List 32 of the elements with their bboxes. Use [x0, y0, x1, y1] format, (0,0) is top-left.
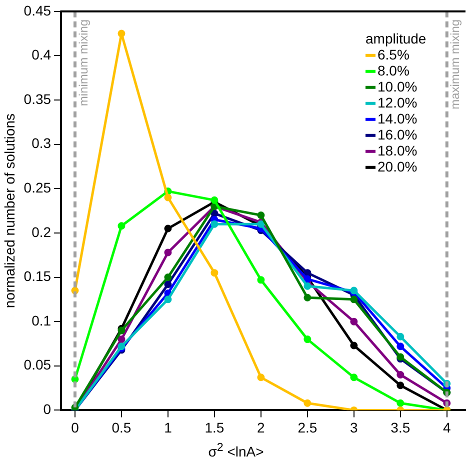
y-tick-label: 0: [43, 401, 52, 418]
x-axis-title: σ$^{2}$ <lnA>: [207, 441, 265, 460]
legend-label: 6.5%: [378, 46, 410, 62]
x-tick-label: 4: [443, 419, 452, 436]
ref-line-label: minimum mixing: [76, 19, 90, 106]
legend-label: 10.0%: [378, 78, 418, 94]
y-tick-label: 0.4: [32, 46, 52, 63]
legend-label: 20.0%: [378, 158, 418, 174]
x-tick-label: 2.5: [298, 419, 318, 436]
x-tick-label: 3: [350, 419, 358, 436]
y-tick-label: 0.1: [32, 312, 52, 328]
y-tick-label: 0.15: [24, 268, 52, 284]
legend-label: 18.0%: [378, 142, 418, 158]
y-tick-label: 0.25: [24, 180, 52, 196]
x-tick-label: 2: [257, 419, 266, 436]
y-tick-label: 0.05: [24, 356, 52, 373]
x-tick-label: 1: [164, 419, 172, 436]
legend-label: 12.0%: [378, 94, 418, 110]
y-tick-label: 0.35: [24, 90, 52, 107]
y-tick-label: 0.3: [32, 135, 52, 152]
legend-label: 8.0%: [378, 62, 410, 78]
y-tick-label: 0.2: [32, 224, 52, 240]
x-tick-label: 3.5: [390, 419, 410, 436]
x-tick-label: 0.5: [112, 419, 132, 436]
ref-line-label: maximum mixing: [448, 19, 462, 110]
x-tick-label: 1.5: [204, 419, 224, 436]
legend-title: amplitude: [366, 30, 426, 46]
legend-label: 16.0%: [378, 126, 418, 142]
y-axis-title: normalized number of solutions: [1, 114, 18, 308]
y-tick-label: 0.45: [24, 2, 52, 18]
legend-label: 14.0%: [378, 110, 418, 126]
x-tick-label: 0: [71, 419, 80, 436]
